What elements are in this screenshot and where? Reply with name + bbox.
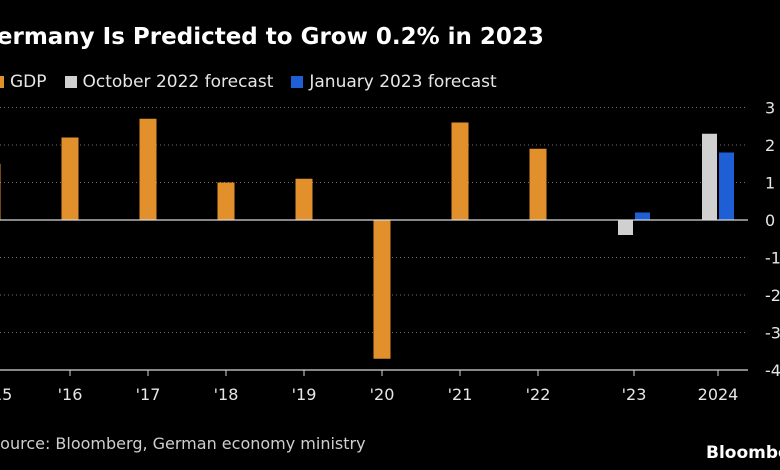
bar-october-forecast-9	[702, 133, 717, 220]
y-tick-label: 0	[765, 211, 775, 230]
legend-item-january-forecast: January 2023 forecast	[291, 72, 497, 92]
bar-january-forecast-8	[635, 212, 650, 220]
bar-gdp-3	[217, 182, 235, 220]
bar-gdp-0	[0, 163, 1, 220]
legend: GDP October 2022 forecast January 2023 f…	[0, 72, 515, 92]
y-tick-label: 3	[765, 99, 775, 118]
bar-october-forecast-8	[618, 220, 633, 235]
axes: 3 2 1 0 -1 -2 -3 -4 2015 '16 '17 '18 '19 '20 '21 '22 '23…	[0, 99, 780, 404]
bar-gdp-5	[373, 220, 391, 359]
x-tick-label: '22	[526, 385, 551, 404]
legend-swatch-january-forecast	[291, 76, 304, 88]
legend-swatch-gdp	[0, 76, 4, 88]
x-tick-label: '17	[136, 385, 161, 404]
x-tick-label: '16	[58, 385, 83, 404]
legend-label-gdp: GDP	[10, 72, 47, 92]
bar-gdp-1	[61, 137, 79, 220]
x-tick-label: 2015	[0, 385, 12, 404]
chart-title: Germany Is Predicted to Grow 0.2% in 202…	[0, 24, 544, 50]
y-tick-label: -2	[765, 286, 780, 305]
legend-swatch-october-forecast	[64, 76, 77, 88]
x-tick-label: '19	[292, 385, 317, 404]
bar-gdp-7	[529, 148, 547, 220]
bar-gdp-4	[295, 178, 313, 220]
bar-january-forecast-9	[719, 152, 734, 220]
bars	[0, 118, 734, 359]
legend-label-october-forecast: October 2022 forecast	[82, 72, 274, 92]
x-tick-label: '23	[622, 385, 647, 404]
source-note: Source: Bloomberg, German economy minist…	[0, 434, 366, 453]
legend-item-october-forecast: October 2022 forecast	[64, 72, 274, 92]
y-tick-label: 2	[765, 136, 775, 155]
bloomberg-logo: Bloomberg	[706, 443, 780, 463]
x-tick-label: '20	[370, 385, 395, 404]
x-tick-label: '21	[448, 385, 473, 404]
y-tick-label: 1	[765, 174, 775, 193]
legend-item-gdp: GDP	[0, 72, 47, 92]
bar-gdp-2	[139, 118, 157, 220]
x-tick-label: 2024	[698, 385, 739, 404]
x-tick-label: '18	[214, 385, 239, 404]
legend-label-january-forecast: January 2023 forecast	[309, 72, 497, 92]
y-tick-label: -1	[765, 249, 780, 268]
bar-gdp-6	[451, 122, 469, 220]
y-tick-label: -3	[765, 324, 780, 343]
y-tick-label: -4	[765, 361, 780, 380]
